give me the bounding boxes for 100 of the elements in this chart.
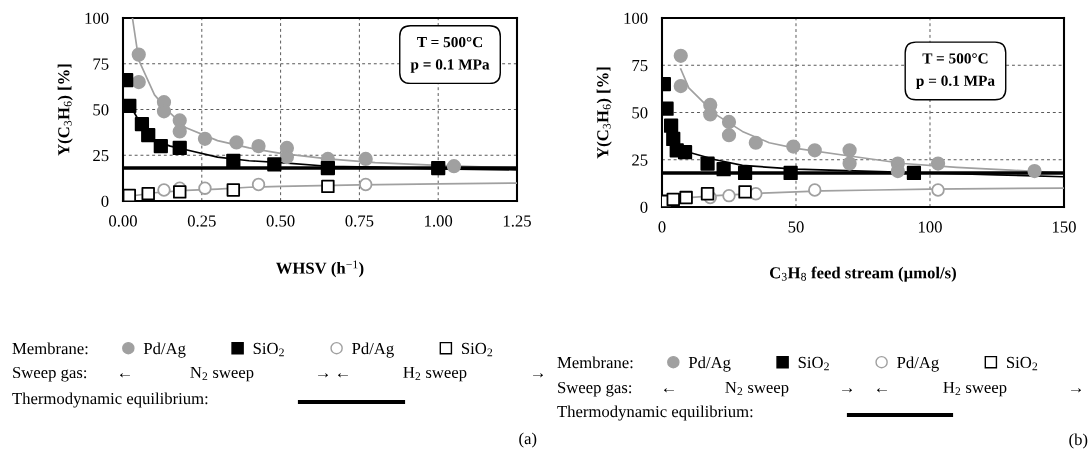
point: [131, 47, 146, 62]
text: (b): [1069, 433, 1088, 449]
point: [172, 124, 187, 139]
x-tick-label: 0: [658, 221, 666, 233]
x-tick-label: 0.25: [187, 215, 216, 227]
legend-label: SiO$_{2}$: [253, 342, 284, 357]
y-tick-label: 75: [632, 60, 648, 72]
point: [721, 128, 737, 143]
point: [721, 114, 737, 130]
y-tick-label: 100: [85, 12, 109, 24]
point: [703, 107, 718, 122]
point: [226, 153, 241, 168]
point: [156, 104, 172, 119]
text: Membrane:: [557, 356, 633, 369]
point: [807, 143, 822, 158]
legend-label: Pd/Ag: [143, 342, 186, 358]
point: [786, 139, 801, 154]
point: [172, 140, 187, 156]
y-axis-title: Y(C$_{3}$H$_{6}$) [%]: [57, 64, 73, 156]
text: ←: [877, 388, 887, 393]
text: N$_{2}$ sweep: [725, 381, 789, 397]
point: [808, 183, 822, 197]
point: [321, 179, 335, 194]
x-tick-label: 0.75: [345, 215, 374, 227]
point: [251, 177, 266, 192]
text: H$_{2}$ sweep: [403, 366, 467, 382]
legend-label: Pd/Ag: [897, 356, 939, 372]
point: [931, 183, 945, 197]
text: ←: [338, 373, 348, 378]
point: [738, 185, 752, 199]
point: [358, 177, 373, 192]
x-tick-label: 1.00: [425, 215, 453, 227]
annotation: T = 500°C p = 0.1 MPa: [410, 36, 490, 73]
point: [123, 188, 137, 201]
point: [157, 183, 171, 197]
point: [358, 151, 373, 167]
point: [123, 98, 137, 113]
legend-label: Pd/Ag: [688, 356, 731, 372]
point: [131, 74, 146, 90]
point: [141, 186, 155, 201]
legend-label: SiO$_{2}$: [1006, 356, 1038, 371]
y-tick-label: 25: [632, 154, 648, 166]
y-tick-label: 25: [93, 150, 109, 162]
point: [431, 160, 446, 176]
x-tick-label: 0.50: [266, 215, 295, 227]
text: Thermodynamic equilibrium:: [12, 392, 208, 408]
y-tick-label: 50: [93, 104, 109, 116]
legend-label: Pd/Ag: [352, 342, 394, 358]
point: [716, 162, 731, 177]
text: Sweep gas:: [13, 366, 87, 382]
text: Sweep gas:: [558, 381, 632, 397]
x-tick-label: 100: [918, 221, 942, 233]
x-tick-label: 150: [1052, 221, 1076, 233]
point: [226, 183, 241, 197]
point: [267, 157, 282, 172]
point: [700, 187, 715, 201]
point: [783, 165, 798, 181]
text: H$_{2}$ sweep: [943, 381, 1007, 397]
text: ←: [664, 388, 674, 393]
x-tick-label: 1.25: [503, 215, 531, 227]
point: [1027, 163, 1042, 179]
annotation: T = 500°C p = 0.1 MPa: [916, 53, 995, 90]
point: [320, 160, 335, 176]
text: →: [533, 373, 543, 378]
text: →: [318, 373, 328, 378]
point: [673, 78, 688, 94]
point: [700, 156, 715, 171]
text: →: [842, 388, 852, 393]
point: [679, 190, 693, 205]
point: [197, 131, 213, 146]
y-tick-label: 50: [632, 107, 648, 119]
point: [930, 156, 946, 171]
point: [906, 165, 922, 181]
text: →: [1071, 388, 1081, 393]
point: [677, 145, 693, 160]
y-tick-label: 75: [93, 58, 109, 70]
legend-label: SiO$_{2}$: [461, 342, 493, 357]
x-axis-title: C$_{3}$H$_{8}$ feed stream (µmol/s): [769, 266, 956, 282]
text: Membrane:: [12, 342, 88, 355]
text: N$_{2}$ sweep: [190, 366, 254, 382]
x-axis-title: WHSV (h$^{−1}$): [275, 260, 364, 278]
y-axis-title: Y(C$_{3}$H$_{6}$) [%]: [596, 67, 612, 159]
y-tick-label: 0: [101, 195, 109, 207]
point: [737, 165, 753, 181]
point: [446, 159, 462, 174]
text: (a): [519, 432, 537, 448]
point: [141, 128, 156, 143]
point: [748, 135, 763, 150]
point: [673, 48, 688, 63]
point: [173, 185, 187, 199]
point: [842, 143, 857, 158]
point: [229, 135, 244, 150]
point: [842, 156, 857, 171]
point: [722, 188, 736, 203]
point: [251, 138, 266, 154]
y-tick-label: 100: [624, 12, 648, 24]
text: ←: [120, 373, 130, 378]
point: [663, 118, 679, 133]
point: [198, 181, 212, 195]
text: Thermodynamic equilibrium:: [557, 405, 753, 421]
